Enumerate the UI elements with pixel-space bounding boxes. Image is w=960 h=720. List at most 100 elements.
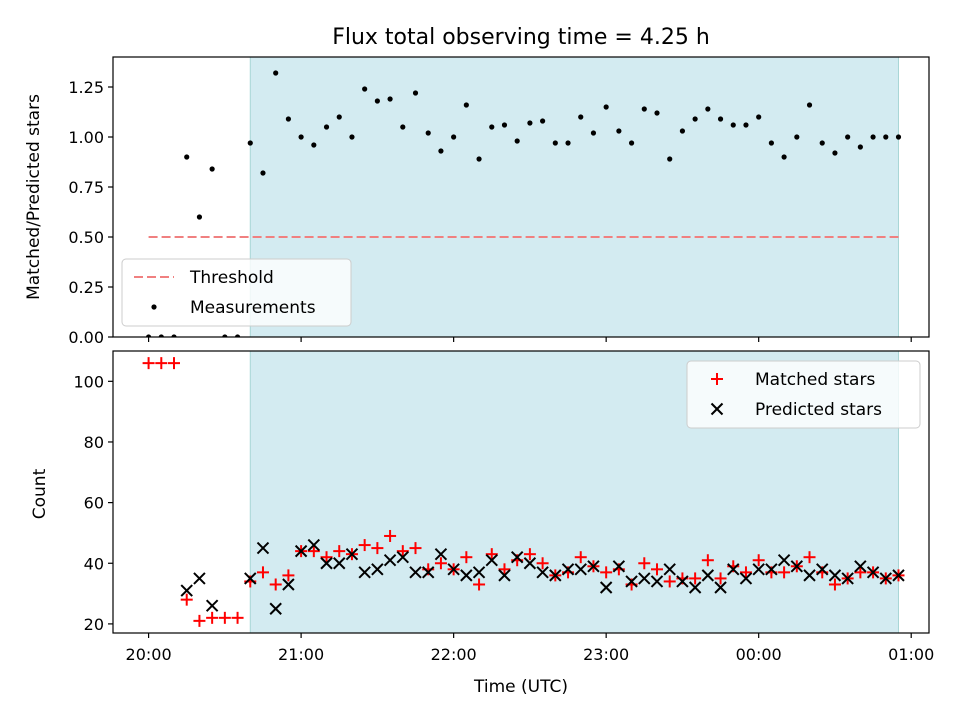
measurement-point xyxy=(451,134,457,140)
matched-stars-point xyxy=(320,551,333,564)
ratio-y-tick-label: 1.00 xyxy=(68,128,104,147)
predicted-stars-point xyxy=(701,569,715,582)
predicted-stars-point xyxy=(205,599,219,612)
legend-threshold-label: Threshold xyxy=(189,268,274,288)
count-panel: 20 40 60 80 100 20:00 21:00 22:00 23:00 00:00 01:0… xyxy=(73,350,934,664)
predicted-stars-point xyxy=(460,569,473,582)
measurement-point xyxy=(667,156,673,162)
count-axes-frame xyxy=(112,350,930,634)
measurement-point xyxy=(260,170,266,176)
matched-stars-point xyxy=(358,539,371,552)
predicted-stars-point xyxy=(244,572,257,585)
matched-stars-point xyxy=(155,357,168,370)
predicted-stars-point xyxy=(854,560,867,573)
legend-box xyxy=(686,360,921,429)
measurement-point xyxy=(870,134,876,140)
predicted-stars-point xyxy=(574,563,587,576)
predicted-stars-point xyxy=(447,563,460,576)
predicted-stars-point xyxy=(536,566,549,579)
measurement-point xyxy=(349,134,355,140)
predicted-stars-point xyxy=(180,584,193,597)
predicted-stars-point xyxy=(663,563,676,576)
measurement-point xyxy=(845,134,851,140)
measurement-point xyxy=(692,116,698,122)
matched-stars-point xyxy=(854,566,867,579)
measurement-point xyxy=(578,114,584,120)
measurement-point xyxy=(895,134,902,140)
measurement-point xyxy=(196,214,203,220)
matched-stars-point xyxy=(307,545,320,558)
matched-stars-point xyxy=(778,566,791,579)
matched-stars-point xyxy=(638,557,651,570)
matched-stars-point xyxy=(536,557,549,570)
measurement-point xyxy=(336,114,342,120)
measurement-point xyxy=(412,90,419,96)
matched-stars-point xyxy=(803,551,816,564)
legend-predicted-label: Predicted stars xyxy=(755,400,882,420)
measurement-point xyxy=(476,156,482,162)
measurement-point xyxy=(552,140,558,146)
matched-stars-point xyxy=(218,611,231,624)
matched-stars-point xyxy=(333,545,346,558)
matched-stars-point xyxy=(434,557,447,570)
predicted-stars-point xyxy=(307,538,321,552)
predicted-stars-point xyxy=(472,566,486,579)
x-tick-label: 20:00 xyxy=(126,645,172,664)
measurement-point xyxy=(654,110,660,116)
matched-stars-point xyxy=(231,611,244,624)
x-tick-label: 00:00 xyxy=(736,645,782,664)
measurement-point xyxy=(590,130,597,136)
predicted-stars-point xyxy=(790,560,804,573)
legend-matched-swatch xyxy=(711,373,723,385)
measurement-point xyxy=(362,86,368,92)
measurement-point xyxy=(311,142,317,148)
ratio-y-tick-label: 0.50 xyxy=(68,228,104,247)
measurement-point xyxy=(806,102,813,108)
x-tick-label: 22:00 xyxy=(431,645,477,664)
predicted-stars-point xyxy=(383,554,397,567)
predicted-stars-point xyxy=(828,569,842,582)
x-tick-label: 21:00 xyxy=(278,645,324,664)
measurement-point xyxy=(400,124,406,130)
measurement-point xyxy=(222,334,228,337)
measurement-point xyxy=(768,140,774,146)
matched-stars-point xyxy=(498,563,511,576)
ratio-legend: Threshold Measurements xyxy=(121,258,352,327)
legend-measurements-label: Measurements xyxy=(190,298,316,318)
measurement-point xyxy=(501,122,508,128)
predicted-stars-point xyxy=(409,566,422,579)
matched-stars-point xyxy=(752,554,765,567)
predicted-stars-point xyxy=(561,563,575,576)
predicted-stars-point xyxy=(396,550,410,564)
predicted-stars-point xyxy=(256,541,270,555)
measurement-point xyxy=(285,116,292,122)
measurement-point xyxy=(158,334,164,337)
predicted-stars-point xyxy=(879,572,892,585)
predicted-stars-point xyxy=(752,563,765,576)
matched-stars-point xyxy=(663,575,676,588)
x-tick-label: 01:00 xyxy=(888,645,934,664)
measurement-point xyxy=(540,118,546,124)
measurement-point xyxy=(730,122,736,128)
measurement-point xyxy=(743,122,749,128)
predicted-stars-point xyxy=(371,563,384,576)
matched-stars-point xyxy=(180,593,193,606)
predicted-stars-point xyxy=(422,566,435,579)
predicted-stars-point xyxy=(739,572,753,585)
count-y-tick-label: 40 xyxy=(84,554,104,573)
predicted-stars-point xyxy=(587,560,600,573)
measurement-point xyxy=(705,106,711,112)
ratio-panel: 0.00 0.25 0.50 0.75 1.00 1.25 Threshold Measure… xyxy=(68,56,930,347)
predicted-stars-point xyxy=(777,554,791,567)
measurement-point xyxy=(717,116,724,122)
measurement-point xyxy=(527,120,533,126)
matched-stars-point xyxy=(371,542,384,555)
predicted-stars-point xyxy=(434,547,448,561)
legend-box xyxy=(121,258,352,327)
ratio-y-tick-label: 0.25 xyxy=(68,278,104,297)
measurement-point xyxy=(387,96,393,102)
measurement-point xyxy=(425,130,431,136)
matched-stars-point xyxy=(193,614,206,627)
matched-stars-point xyxy=(256,566,269,579)
ratio-observing-span xyxy=(249,56,899,338)
